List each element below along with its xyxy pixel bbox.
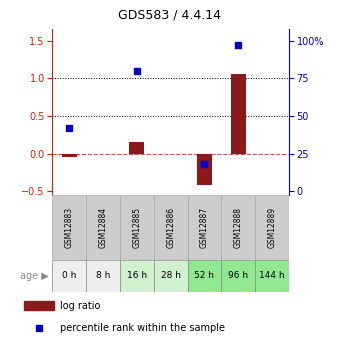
Text: GDS583 / 4.4.14: GDS583 / 4.4.14 [118, 9, 220, 22]
Bar [255, 195, 289, 260]
Bar [52, 195, 86, 260]
Text: 16 h: 16 h [127, 272, 147, 280]
Text: percentile rank within the sample: percentile rank within the sample [60, 323, 225, 333]
Bar [24, 301, 54, 310]
Bar [120, 195, 154, 260]
Text: 96 h: 96 h [228, 272, 248, 280]
Text: 0 h: 0 h [62, 272, 76, 280]
Bar [154, 195, 188, 260]
Bar [188, 195, 221, 260]
Text: GSM12884: GSM12884 [99, 207, 107, 248]
Text: age ▶: age ▶ [20, 271, 49, 281]
Text: 8 h: 8 h [96, 272, 110, 280]
Text: GSM12887: GSM12887 [200, 207, 209, 248]
Bar [231, 75, 246, 154]
Text: GSM12886: GSM12886 [166, 207, 175, 248]
Text: 144 h: 144 h [259, 272, 285, 280]
Bar [221, 195, 255, 260]
Bar [86, 260, 120, 292]
Bar [129, 142, 145, 154]
Bar [52, 260, 86, 292]
Bar [255, 260, 289, 292]
Bar [197, 154, 212, 185]
Bar [188, 260, 221, 292]
Text: GSM12883: GSM12883 [65, 207, 74, 248]
Text: GSM12885: GSM12885 [132, 207, 141, 248]
Text: 28 h: 28 h [161, 272, 181, 280]
Text: 52 h: 52 h [194, 272, 215, 280]
Text: GSM12888: GSM12888 [234, 207, 243, 248]
Bar [154, 260, 188, 292]
Bar [62, 154, 77, 157]
Text: GSM12889: GSM12889 [268, 207, 276, 248]
Text: log ratio: log ratio [60, 300, 100, 310]
Bar [86, 195, 120, 260]
Bar [221, 260, 255, 292]
Bar [120, 260, 154, 292]
